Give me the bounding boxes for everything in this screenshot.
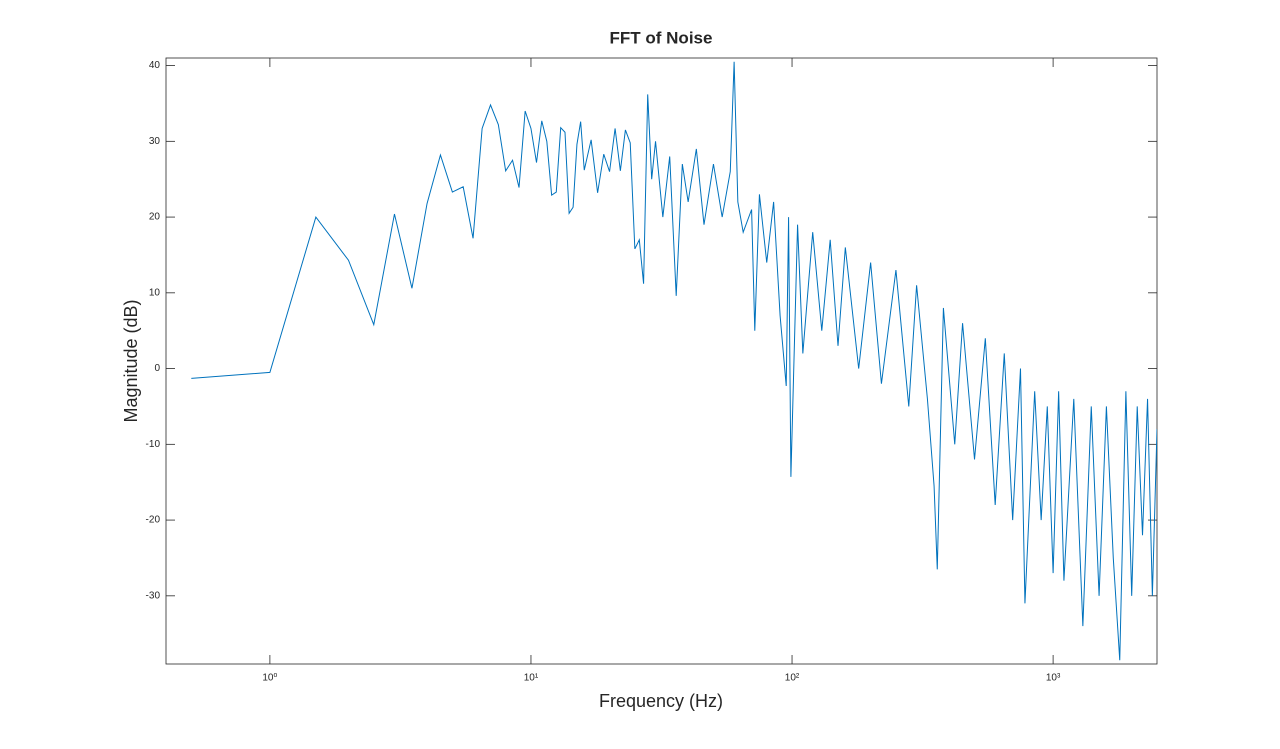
y-tick-label: -20 <box>146 515 161 526</box>
y-tick-label: -10 <box>146 439 161 450</box>
chart-title: FFT of Noise <box>610 28 713 47</box>
y-tick-label: -30 <box>146 590 161 601</box>
y-axis-label: Magnitude (dB) <box>121 299 141 422</box>
y-tick-label: 0 <box>154 363 160 374</box>
x-tick-label: 10¹ <box>524 673 539 684</box>
y-tick-label: 40 <box>149 60 161 71</box>
plot-frame <box>165 57 1158 665</box>
y-tick-label: 20 <box>149 212 161 223</box>
y-tick-label: 30 <box>149 136 161 147</box>
y-tick-label: 10 <box>149 287 161 298</box>
x-tick-label: 10³ <box>1046 673 1061 684</box>
x-tick-label: 10⁰ <box>262 673 277 684</box>
data-line <box>191 61 1157 661</box>
x-tick-label: 10² <box>785 673 800 684</box>
x-axis-label: Frequency (Hz) <box>599 691 723 711</box>
